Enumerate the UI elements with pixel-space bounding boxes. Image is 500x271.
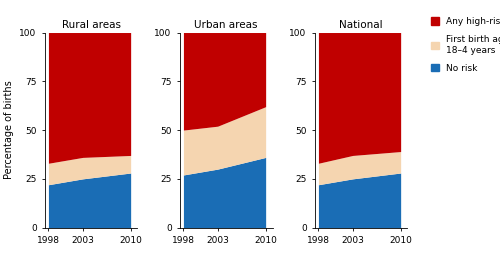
Legend: Any high-risk, First birth ages
18–4 years, No risk: Any high-risk, First birth ages 18–4 yea… <box>428 14 500 76</box>
Title: National: National <box>340 20 383 30</box>
Title: Rural areas: Rural areas <box>62 20 121 30</box>
Y-axis label: Percentage of births: Percentage of births <box>4 81 14 179</box>
Title: Urban areas: Urban areas <box>194 20 258 30</box>
